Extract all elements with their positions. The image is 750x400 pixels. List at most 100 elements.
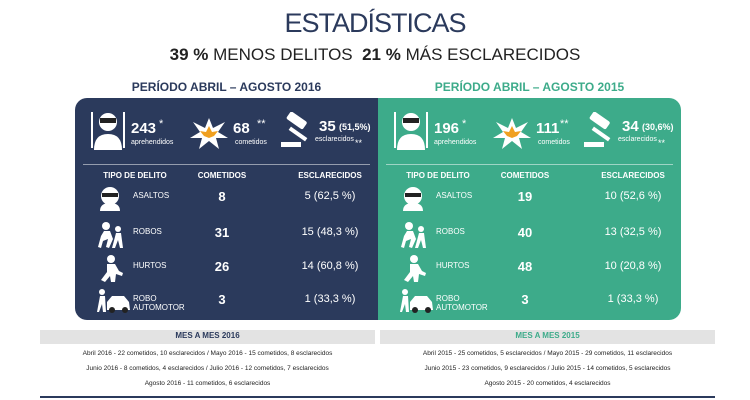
solved-count: 14 (60,8 %) — [301, 260, 359, 272]
table-header: TIPO DE DELITO — [103, 171, 167, 180]
solved-value: 35 — [319, 118, 336, 135]
icon-part — [405, 193, 421, 197]
icon-part — [410, 296, 433, 310]
crime-type: HURTOS — [133, 261, 167, 270]
icon-part — [190, 118, 228, 149]
monthly-line: Agosto 2016 - 11 cometidos, 6 esclarecid… — [144, 380, 271, 387]
crime-type: HURTOS — [436, 261, 470, 270]
icon-part — [589, 111, 610, 130]
icon-part — [404, 255, 426, 282]
monthly-line: Abril 2016 - 22 cometidos, 10 esclarecid… — [82, 350, 333, 357]
icon-part — [503, 126, 521, 138]
solved-mark: ** — [355, 138, 363, 148]
icon-part — [394, 112, 396, 148]
icon-committed — [189, 116, 229, 155]
row-icon — [97, 185, 123, 216]
icon-part — [97, 289, 130, 313]
row-icon — [400, 288, 434, 319]
icon-part — [102, 193, 118, 197]
icon-solved — [582, 111, 622, 153]
solved-label: esclarecidos — [315, 136, 354, 143]
icon-part — [397, 134, 425, 150]
committed-mark: ** — [257, 118, 266, 130]
panel: 196 * aprehendidos 111 ** cometidos 34 (30,6%) e… — [378, 98, 681, 320]
icon-part — [91, 112, 125, 150]
solved-pct: (51,5%) — [339, 122, 371, 132]
committed-value: 111 — [536, 120, 560, 137]
committed-value: 68 — [233, 120, 250, 137]
crime-type: ASALTOS — [133, 191, 170, 200]
icon-part — [425, 307, 431, 313]
icon-part — [591, 126, 611, 142]
icon-part — [98, 231, 113, 248]
icon-part — [288, 126, 308, 142]
solved-count: 15 (48,3 %) — [301, 226, 359, 238]
table-header: COMETIDOS — [197, 171, 247, 180]
solved-label: esclarecidos — [618, 136, 657, 143]
icon-part — [415, 233, 426, 248]
divider — [386, 164, 673, 165]
monthly-line: Junio 2015 - 23 cometidos, 9 esclarecido… — [424, 365, 671, 372]
icon-part — [426, 112, 428, 148]
icon-arrested — [394, 110, 428, 155]
committed-label: cometidos — [235, 139, 267, 146]
icon-part — [200, 126, 218, 138]
icon-part — [123, 112, 125, 148]
icon-part — [98, 222, 123, 248]
icon-part — [403, 187, 423, 211]
committed-count: 3 — [521, 292, 529, 307]
icon-part — [281, 111, 308, 147]
icon-part — [405, 222, 413, 230]
crime-type: ROBO AUTOMOTOR — [133, 294, 185, 312]
period-label: PERÍODO ABRIL – AGOSTO 2016 — [131, 80, 322, 94]
bottom-rule — [40, 396, 715, 398]
committed-count: 40 — [517, 225, 533, 240]
monthly-title: MES A MES 2016 — [175, 331, 240, 340]
solved-count: 5 (62,5 %) — [304, 190, 356, 202]
monthly-line: Junio 2016 - 8 cometidos, 4 esclarecidos… — [86, 365, 329, 372]
committed-count: 19 — [517, 189, 533, 204]
table-header: ESCLARECIDOS — [298, 171, 362, 180]
icon-part — [107, 255, 115, 263]
committed-count: 31 — [214, 225, 230, 240]
committed-count: 26 — [214, 259, 230, 274]
row-icon — [400, 185, 426, 216]
icon-part — [100, 118, 116, 123]
pct: 39 % — [169, 45, 209, 64]
icon-part — [99, 289, 105, 295]
committed-label: cometidos — [538, 139, 570, 146]
icon-part — [584, 111, 611, 147]
crime-type: ROBOS — [436, 227, 465, 236]
divider — [83, 164, 370, 165]
row-icon — [97, 288, 131, 319]
icon-part — [403, 203, 423, 211]
solved-pct: (30,6%) — [642, 122, 674, 132]
icon-part — [418, 226, 424, 232]
icon-part — [404, 264, 426, 282]
icon-part — [394, 112, 428, 150]
arrested-label: aprehendidos — [131, 139, 174, 146]
icon-part — [91, 112, 93, 148]
committed-count: 48 — [517, 259, 533, 274]
solved-count: 13 (32,5 %) — [604, 226, 662, 238]
pct: 21 % — [362, 45, 401, 64]
icon-part — [115, 226, 121, 232]
icon-part — [400, 296, 409, 312]
icon-part — [493, 118, 531, 149]
icon-part — [97, 296, 106, 312]
arrested-value: 196 — [434, 120, 460, 137]
icon-part — [281, 142, 301, 147]
icon-part — [400, 289, 433, 313]
solved-mark: ** — [658, 138, 666, 148]
icon-part — [403, 118, 419, 123]
text: MÁS ESCLARECIDOS — [405, 45, 581, 64]
icon-part — [109, 307, 115, 313]
crime-type: ROBO AUTOMOTOR — [436, 294, 488, 312]
crime-type: ROBOS — [133, 227, 162, 236]
icon-part — [100, 203, 120, 211]
monthly-bar — [40, 330, 375, 344]
period-label: PERÍODO ABRIL – AGOSTO 2015 — [434, 80, 625, 94]
icon-part — [94, 134, 122, 150]
icon-part — [112, 233, 123, 248]
